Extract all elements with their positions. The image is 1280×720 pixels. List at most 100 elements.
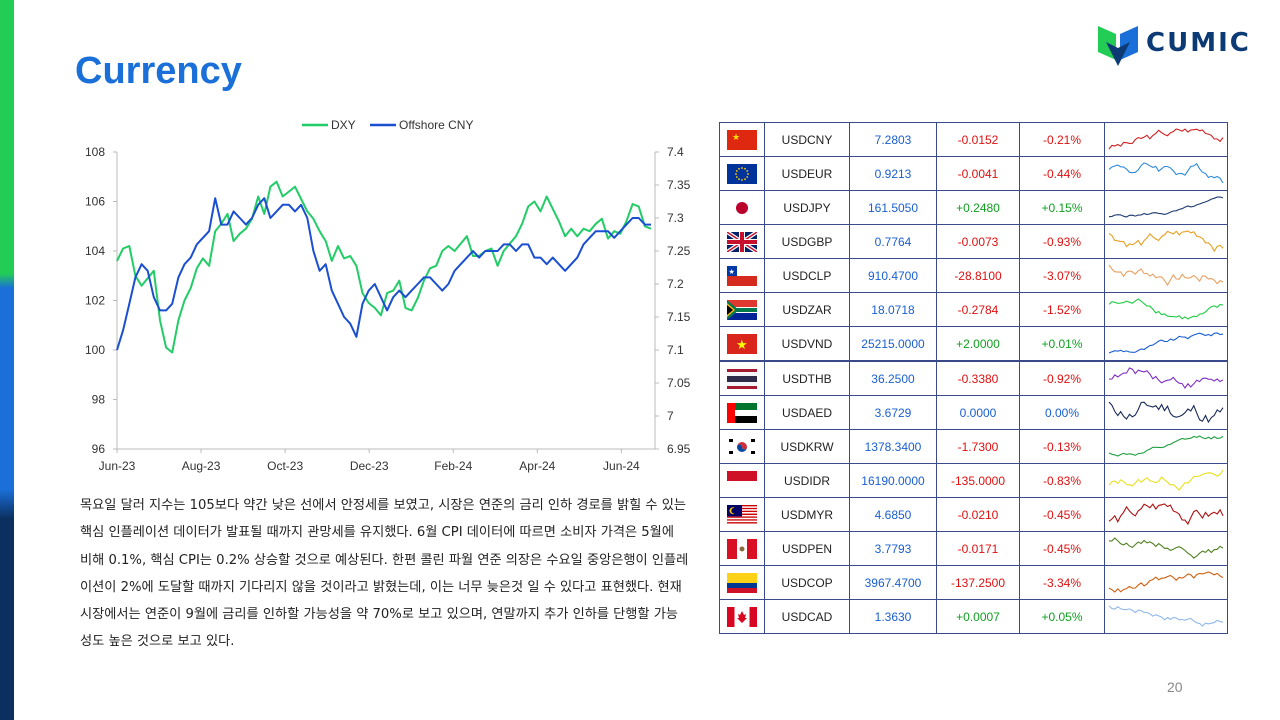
rate-change: 0.0000	[936, 395, 1020, 430]
legend-dxy-label: DXY	[331, 118, 356, 132]
rate-change-pct: -0.45%	[1019, 497, 1105, 532]
currency-pair: USDCNY	[764, 122, 850, 157]
rate-change-pct: -0.21%	[1019, 122, 1105, 157]
company-logo: CUMIC	[1096, 20, 1258, 70]
sparkline-cell	[1104, 190, 1228, 225]
sparkline-cell	[1104, 156, 1228, 191]
left-tick-label: 102	[85, 294, 105, 308]
currency-row-usdvnd: ★ USDVND 25215.0000 +2.0000 +0.01%	[719, 326, 1228, 362]
svg-text:★: ★	[729, 268, 735, 276]
left-tick-label: 108	[85, 145, 105, 159]
x-tick-label: Aug-23	[182, 459, 221, 473]
flag-kr-icon	[727, 436, 757, 457]
right-tick-label: 7.4	[667, 145, 684, 159]
flag-cell	[719, 531, 765, 566]
flag-cell	[719, 599, 765, 634]
flag-id-icon	[727, 470, 757, 491]
flag-za-icon	[727, 299, 757, 320]
currency-row-usdclp: ★ USDCLP 910.4700 -28.8100 -3.07%	[719, 258, 1228, 293]
currency-row-usdidr: USDIDR 16190.0000 -135.0000 -0.83%	[719, 463, 1228, 498]
sparkline	[1108, 298, 1224, 320]
exchange-rate: 1378.3400	[849, 429, 937, 464]
exchange-rate: 0.9213	[849, 156, 937, 191]
rate-change-pct: +0.01%	[1019, 326, 1105, 362]
x-tick-label: Jun-24	[603, 459, 640, 473]
logo-text: CUMIC	[1146, 28, 1251, 58]
rate-change: +0.0007	[936, 599, 1020, 634]
sparkline	[1108, 469, 1224, 491]
left-tick-label: 100	[85, 343, 105, 357]
flag-cell	[719, 224, 765, 259]
exchange-rate: 161.5050	[849, 190, 937, 225]
sparkline-cell	[1104, 531, 1228, 566]
currency-row-usdkrw: USDKRW 1378.3400 -1.7300 -0.13%	[719, 429, 1228, 464]
flag-cell	[719, 565, 765, 600]
rate-change: -0.0210	[936, 497, 1020, 532]
x-tick-label: Oct-23	[267, 459, 303, 473]
flag-ae-icon	[727, 402, 757, 423]
currency-row-usdthb: USDTHB 36.2500 -0.3380 -0.92%	[719, 360, 1228, 396]
exchange-rate: 0.7764	[849, 224, 937, 259]
sparkline	[1108, 435, 1224, 457]
flag-my-icon	[727, 504, 757, 525]
exchange-rate: 3.7793	[849, 531, 937, 566]
currency-pair: USDGBP	[764, 224, 850, 259]
sparkline	[1108, 162, 1224, 184]
currency-pair: USDEUR	[764, 156, 850, 191]
right-tick-label: 7	[667, 409, 674, 423]
sparkline-cell	[1104, 599, 1228, 634]
x-tick-label: Apr-24	[519, 459, 555, 473]
flag-cell: ★	[719, 122, 765, 157]
sparkline	[1108, 230, 1224, 253]
currency-pair: USDZAR	[764, 292, 850, 327]
rate-change-pct: -0.93%	[1019, 224, 1105, 259]
sparkline-cell	[1104, 429, 1228, 464]
rate-change: -0.0171	[936, 531, 1020, 566]
dxy-series-line	[116, 180, 652, 354]
legend-cny-label: Offshore CNY	[399, 118, 473, 132]
rate-change-pct: -0.83%	[1019, 463, 1105, 498]
flag-cell	[719, 360, 765, 396]
currency-row-usdjpy: USDJPY 161.5050 +0.2480 +0.15%	[719, 190, 1228, 225]
sparkline	[1108, 332, 1224, 354]
sparkline	[1108, 128, 1224, 150]
currency-row-usdeur: USDEUR 0.9213 -0.0041 -0.44%	[719, 156, 1228, 191]
right-tick-label: 7.1	[667, 343, 684, 357]
currency-pair: USDPEN	[764, 531, 850, 566]
currency-pair: USDKRW	[764, 429, 850, 464]
currency-pair: USDMYR	[764, 497, 850, 532]
currency-row-usdzar: USDZAR 18.0718 -0.2784 -1.52%	[719, 292, 1228, 327]
rate-change: -0.0073	[936, 224, 1020, 259]
offshore-cny-series-line	[116, 197, 651, 351]
exchange-rate: 25215.0000	[849, 326, 937, 362]
sparkline-cell	[1104, 463, 1228, 498]
flag-cell	[719, 395, 765, 430]
exchange-rate: 4.6850	[849, 497, 937, 532]
currency-pair: USDTHB	[764, 360, 850, 396]
currency-row-usdaed: USDAED 3.6729 0.0000 0.00%	[719, 395, 1228, 430]
sparkline	[1109, 537, 1224, 559]
exchange-rate: 36.2500	[849, 360, 937, 396]
currency-row-usdcny: ★ USDCNY 7.2803 -0.0152 -0.21%	[719, 122, 1228, 157]
exchange-rate: 18.0718	[849, 292, 937, 327]
exchange-rate: 3.6729	[849, 395, 937, 430]
flag-cell	[719, 156, 765, 191]
flag-co-icon	[727, 572, 757, 593]
currency-row-usdcop: USDCOP 3967.4700 -137.2500 -3.34%	[719, 565, 1228, 600]
rate-change-pct: -0.44%	[1019, 156, 1105, 191]
sparkline	[1108, 401, 1224, 424]
currency-pair: USDIDR	[764, 463, 850, 498]
flag-vn-icon: ★	[727, 333, 757, 354]
exchange-rate: 3967.4700	[849, 565, 937, 600]
rate-change: -28.8100	[936, 258, 1020, 293]
flag-jp-icon	[727, 197, 757, 218]
logo-mark-icon	[1098, 26, 1138, 66]
rate-change: -1.7300	[936, 429, 1020, 464]
sparkline	[1108, 571, 1224, 593]
page-title: Currency	[75, 50, 242, 92]
right-tick-label: 7.25	[667, 244, 691, 258]
left-tick-label: 106	[85, 195, 105, 209]
flag-cell	[719, 292, 765, 327]
rate-change-pct: 0.00%	[1019, 395, 1105, 430]
sparkline-cell	[1104, 258, 1228, 293]
